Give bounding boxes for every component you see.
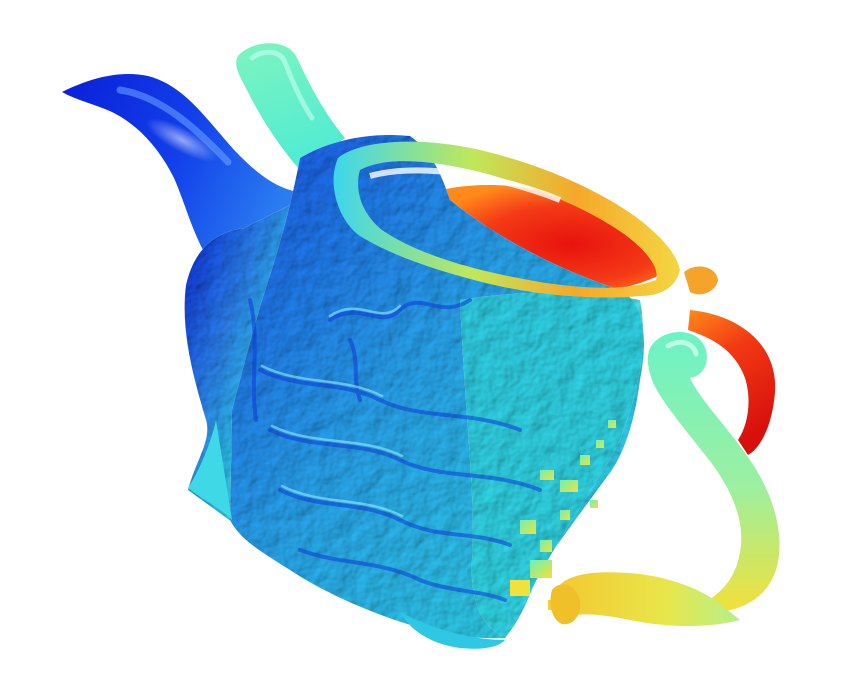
spout-highlight (116, 86, 232, 166)
pot-right-face (460, 292, 644, 638)
back-handle-loop (688, 310, 776, 455)
front-handle-end (550, 584, 581, 625)
pot-base-left (188, 420, 232, 520)
body-ridges (248, 298, 542, 602)
spout-shine (146, 118, 218, 162)
speckle-cluster (510, 420, 616, 610)
lid-handle-highlight (249, 49, 315, 121)
lid-handle (236, 43, 345, 170)
rim-inner-shadow (369, 167, 562, 203)
front-handle-highlight (665, 339, 699, 357)
back-handle-tip (684, 266, 718, 295)
front-handle (647, 331, 780, 612)
pot-base-front (400, 612, 505, 649)
body-ridges-light (260, 304, 404, 518)
pot-rim (333, 141, 680, 298)
front-handle-lower (554, 572, 740, 626)
